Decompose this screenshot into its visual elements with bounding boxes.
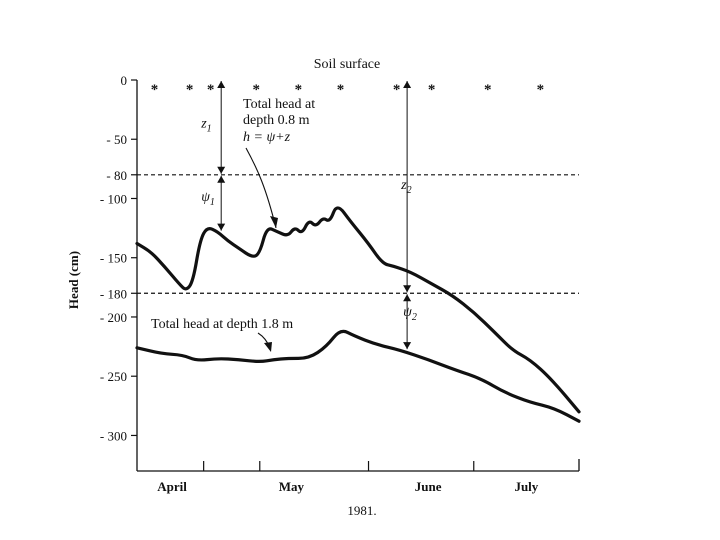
z2-span-arrow-up <box>403 81 412 88</box>
y-tick-label: - 250 <box>100 369 127 384</box>
y-tick-label: - 180 <box>100 286 127 301</box>
reference-lines <box>137 174 579 294</box>
z1-label: z1 <box>200 116 211 134</box>
z2-label: z2 <box>400 178 411 196</box>
psi1-span-arrow-down <box>217 223 226 231</box>
y-tick-label: - 80 <box>106 168 127 183</box>
pointer-depth-1-8m-head <box>264 342 272 352</box>
surface-marker: * <box>484 82 492 98</box>
psi2-span-arrow-up <box>403 294 412 302</box>
y-tick-label: - 100 <box>100 191 127 206</box>
surface-marker: * <box>207 82 215 98</box>
series-group <box>135 206 581 423</box>
surface-marker: * <box>186 82 194 98</box>
z1-span-arrow-down <box>217 166 226 174</box>
x-tick-label: June <box>415 479 442 494</box>
surface-marker: * <box>428 82 436 98</box>
series-line-depth-0-8m <box>135 206 581 414</box>
y-tick-label: - 150 <box>100 251 127 266</box>
series-line-depth-1-8m <box>135 329 581 423</box>
surface-marker: * <box>337 82 345 98</box>
y-tick-label: - 50 <box>106 132 127 147</box>
plot-axes: 0 - 50 - 80 - 100 - 150 - 180 - 200 - 250 - 300 A… <box>100 73 580 494</box>
pointer-depth-0-8m <box>245 147 277 229</box>
psi2-span-arrow-down <box>403 342 412 350</box>
y-tick-label: - 200 <box>100 310 127 325</box>
chart-title: Soil surface <box>314 57 380 72</box>
surface-marker: * <box>393 82 401 98</box>
y-tick-label: - 300 <box>100 428 127 443</box>
surface-marker: * <box>253 82 261 98</box>
z2-span-arrow-down <box>403 285 412 293</box>
psi1-span-arrow-up <box>217 175 226 183</box>
surface-marker: * <box>295 82 303 98</box>
surface-marker: * <box>537 82 545 98</box>
annotation-depth-1-8m: Total head at depth 1.8 m <box>151 317 293 332</box>
surface-markers: * * * * * * * * * * <box>151 82 544 98</box>
x-tick-label: July <box>514 479 538 494</box>
pointer-depth-0-8m-head <box>270 216 278 228</box>
y-tick-label: 0 <box>121 73 128 88</box>
annotation-depth-0-8m-line: Total head at <box>243 97 315 112</box>
y-axis-label: Head (cm) <box>66 251 81 309</box>
annotation-equation: h = ψ+z <box>243 130 291 145</box>
psi1-label: ψ1 <box>201 190 215 208</box>
x-tick-label: April <box>157 479 187 494</box>
annotation-depth-0-8m-line: depth 0.8 m <box>243 113 310 128</box>
z1-span-arrow-up <box>217 81 226 88</box>
x-tick-label: May <box>279 479 305 494</box>
surface-marker: * <box>151 82 159 98</box>
psi2-label: ψ2 <box>403 305 417 323</box>
x-axis-label: 1981. <box>347 503 376 518</box>
